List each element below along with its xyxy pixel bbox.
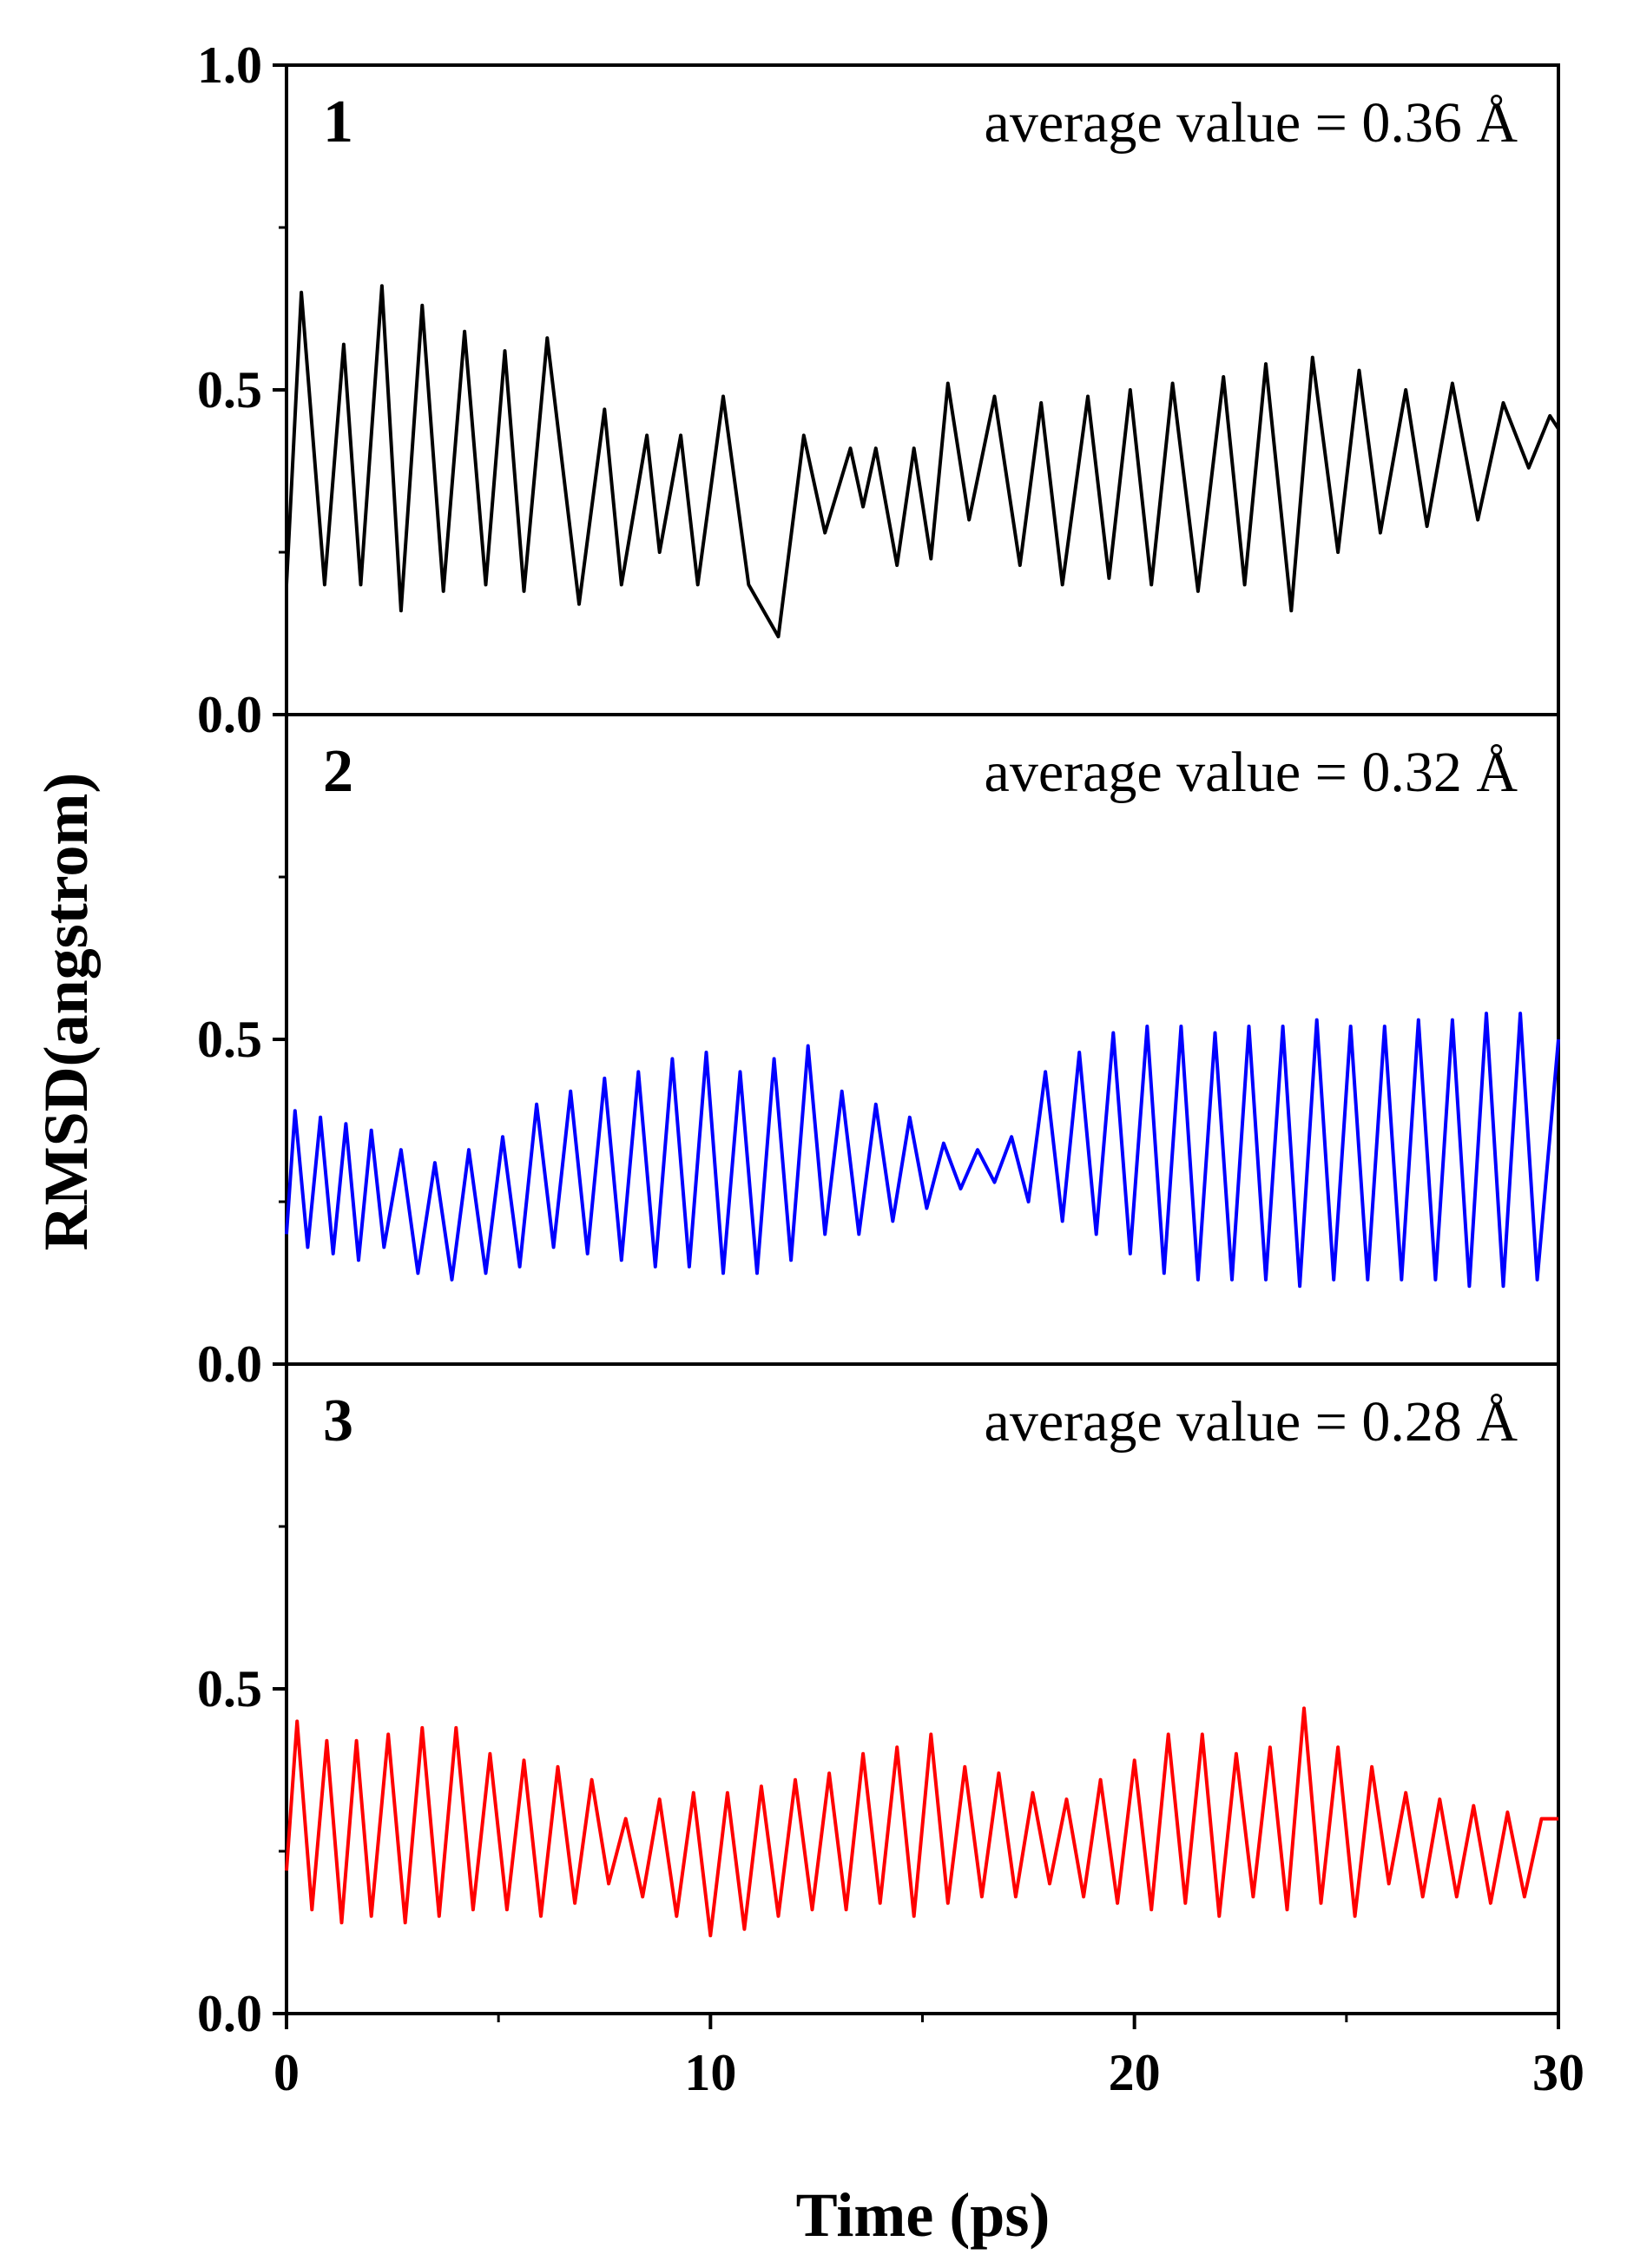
panel-3: 0.0 0.5 3 average value = 0.28 Å xyxy=(197,1362,1560,2042)
average-value-annotation: average value = 0.36 Å xyxy=(985,91,1518,155)
average-value-annotation: average value = 0.32 Å xyxy=(985,741,1518,804)
y-tick-label: 0.5 xyxy=(197,1011,262,1068)
y-tick-label: 0.5 xyxy=(197,1660,262,1717)
panel-frame xyxy=(285,63,1560,716)
series-line-2 xyxy=(285,1012,1560,1289)
y-tick-label: 1.0 xyxy=(197,36,262,94)
panel-1: 0.0 0.5 1.0 1 average value = 0.36 Å xyxy=(197,36,1560,743)
panel-label: 3 xyxy=(323,1388,353,1454)
x-tick-label: 30 xyxy=(1532,2044,1584,2101)
panel-label: 2 xyxy=(323,738,353,805)
panel-label: 1 xyxy=(323,89,353,155)
x-tick-label: 0 xyxy=(273,2044,300,2101)
series-line-3 xyxy=(285,1706,1558,1938)
average-value-annotation: average value = 0.28 Å xyxy=(985,1390,1518,1454)
y-tick-label: 0.0 xyxy=(197,686,262,743)
series-line-1 xyxy=(285,284,1560,639)
x-tick-label: 20 xyxy=(1109,2044,1161,2101)
x-axis-title: Time (ps) xyxy=(796,2180,1051,2250)
panel-frame xyxy=(285,1362,1560,2015)
y-axis-title: RMSD(angstrom) xyxy=(31,773,101,1251)
y-tick-label: 0.0 xyxy=(197,1985,262,2042)
x-tick-label: 10 xyxy=(684,2044,736,2101)
y-tick-label: 0.5 xyxy=(197,361,262,419)
panel-2: 0.0 0.5 2 average value = 0.32 Å xyxy=(197,713,1560,1393)
y-tick-label: 0.0 xyxy=(197,1335,262,1393)
